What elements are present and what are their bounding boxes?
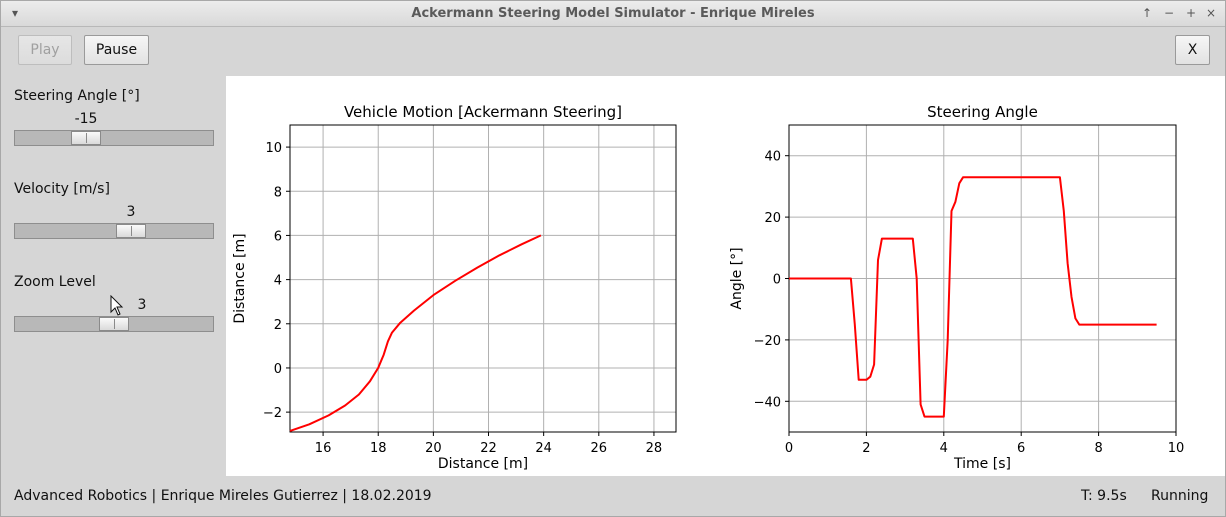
window-title: Ackermann Steering Model Simulator - Enr…: [411, 6, 815, 21]
maximize-icon[interactable]: +: [1185, 6, 1197, 20]
chart1-x-tick-label: 16: [315, 441, 332, 456]
chart2-x-tick-label: 10: [1168, 441, 1185, 456]
chart1-x-tick-label: 22: [480, 441, 497, 456]
chart1-y-tick-label: 0: [274, 362, 282, 377]
chart1-y-tick-label: 10: [265, 141, 282, 156]
chart1-xlabel: Distance [m]: [438, 456, 528, 472]
status-time: T: 9.5s: [1081, 488, 1127, 504]
steering-angle-label: Steering Angle [°]: [14, 88, 140, 104]
minimize-icon[interactable]: −: [1163, 6, 1175, 20]
velocity-slider[interactable]: [14, 223, 214, 239]
chart1-y-tick-label: 2: [274, 318, 282, 333]
chart1-x-tick-label: 20: [425, 441, 442, 456]
chart2-y-tick-label: 20: [764, 211, 781, 226]
status-state: Running: [1151, 488, 1209, 504]
status-credits: Advanced Robotics | Enrique Mireles Guti…: [14, 488, 432, 504]
steering-angle-slider-handle[interactable]: [71, 131, 101, 145]
velocity-value: 3: [126, 204, 136, 220]
chart2-y-tick-label: 40: [764, 150, 781, 165]
close-icon[interactable]: ×: [1205, 6, 1217, 20]
velocity-label: Velocity [m/s]: [14, 181, 110, 197]
steering-angle-slider[interactable]: [14, 130, 214, 146]
chart2-x-tick-label: 2: [862, 441, 870, 456]
exit-button[interactable]: X: [1175, 35, 1210, 65]
chart1-x-tick-label: 26: [591, 441, 608, 456]
chart2-title: Steering Angle: [927, 103, 1038, 121]
chart2-ylabel: Angle [°]: [729, 247, 745, 309]
velocity-slider-handle[interactable]: [115, 224, 146, 238]
chart2-x-tick-label: 8: [1094, 441, 1102, 456]
chart2-y-tick-label: −40: [754, 395, 781, 410]
charts-canvas: Vehicle Motion [Ackermann Steering] 16 18 2…: [232, 103, 1185, 472]
chart1-series-line: [289, 234, 542, 432]
chart1-ylabel: Distance [m]: [232, 233, 248, 323]
chart2-series-line: [789, 176, 1157, 418]
chart1-x-tick-label: 24: [535, 441, 552, 456]
chart2-y-tick-label: 0: [773, 273, 781, 288]
chart2-xlabel: Time [s]: [953, 456, 1011, 472]
chevron-down-icon[interactable]: ▾: [11, 6, 19, 20]
play-button[interactable]: Play: [18, 35, 72, 65]
chart1-title: Vehicle Motion [Ackermann Steering]: [344, 103, 622, 121]
chart1-axes-frame: [289, 124, 677, 433]
arrow-up-icon[interactable]: ↑: [1141, 6, 1153, 20]
title-bar[interactable]: ▾ Ackermann Steering Model Simulator - E…: [1, 1, 1225, 27]
chart2-x-tick-label: 4: [940, 441, 948, 456]
zoom-level-label: Zoom Level: [14, 274, 96, 290]
chart2-y-tick-label: −20: [754, 334, 781, 349]
chart1-y-tick-label: 8: [274, 185, 282, 200]
plot-area: Vehicle Motion [Ackermann Steering] 16 18 2…: [226, 76, 1225, 476]
chart1-x-tick-label: 18: [370, 441, 387, 456]
pause-button[interactable]: Pause: [84, 35, 149, 65]
chart1-y-tick-label: 6: [274, 229, 282, 244]
mouse-cursor-icon: [110, 295, 124, 316]
chart1-y-tick-label: 4: [274, 274, 282, 289]
chart2-x-tick-label: 0: [785, 441, 793, 456]
zoom-level-slider[interactable]: [14, 316, 214, 332]
zoom-level-value: 3: [137, 297, 147, 313]
chart1-x-tick-label: 28: [646, 441, 663, 456]
zoom-level-slider-handle[interactable]: [99, 317, 129, 331]
steering-angle-value: -15: [74, 111, 98, 127]
chart1-y-tick-label: −2: [263, 406, 282, 421]
chart2-x-tick-label: 6: [1017, 441, 1025, 456]
